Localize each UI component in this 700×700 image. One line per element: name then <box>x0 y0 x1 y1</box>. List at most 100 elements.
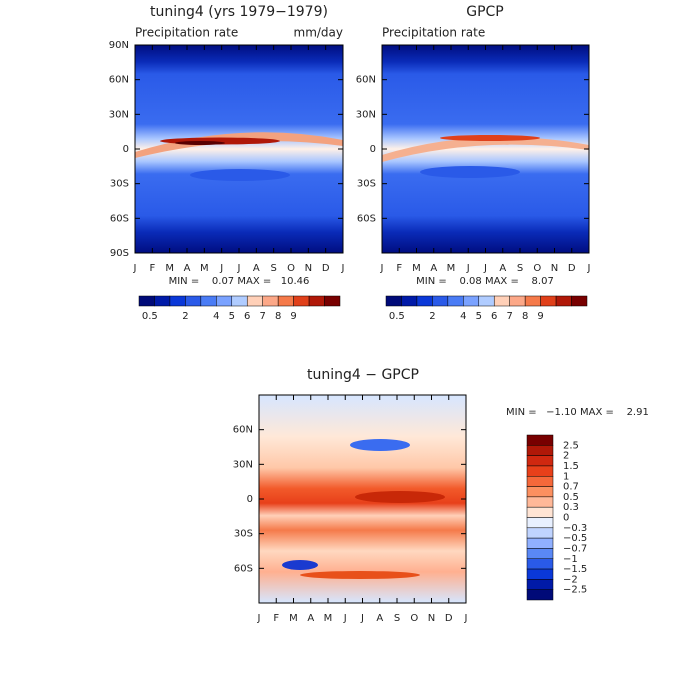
y-tick-label: 60S <box>357 213 376 224</box>
x-tick-label: J <box>237 263 241 274</box>
colorbar-box <box>509 295 526 307</box>
colorbar-label: −2.5 <box>563 585 587 596</box>
colorbar-label: 0.5 <box>563 492 579 503</box>
colorbar-label: 2 <box>182 311 188 322</box>
colorbar-box <box>231 295 248 307</box>
colorbar-box <box>293 295 310 307</box>
colorbar-box <box>526 558 554 570</box>
colorbar-box <box>526 486 554 498</box>
x-tick-label: O <box>533 263 541 274</box>
x-tick-label: J <box>341 263 345 274</box>
colorbar-label: 8 <box>275 311 281 322</box>
x-tick-label: O <box>410 613 418 624</box>
colorbar-box <box>526 579 554 590</box>
y-tick-label: 60N <box>233 425 253 436</box>
y-tick-label: 60S <box>110 213 129 224</box>
colorbar-label: 7 <box>260 311 266 322</box>
colorbar-label: 7 <box>507 311 513 322</box>
x-tick-label: J <box>587 263 591 274</box>
y-tick-label: 60S <box>234 563 253 574</box>
x-tick-label: O <box>287 263 295 274</box>
y-tick-label: 0 <box>123 144 129 155</box>
x-tick-label: D <box>568 263 576 274</box>
colorbar-box <box>526 527 554 539</box>
x-tick-label: J <box>483 263 487 274</box>
title: tuning4 (yrs 1979−1979) <box>150 4 328 20</box>
colorbar-label: 0.5 <box>142 311 158 322</box>
min-max: MIN = 0.07 MAX = 10.46 <box>169 276 310 287</box>
colorbar-label: 5 <box>476 311 482 322</box>
y-tick-label: 0 <box>247 494 253 505</box>
x-tick-label: A <box>184 263 191 274</box>
colorbar-label: 1.5 <box>563 461 579 472</box>
colorbar-box <box>526 506 554 518</box>
x-tick-label: D <box>322 263 330 274</box>
y-tick-label: 30S <box>234 529 253 540</box>
x-tick-label: A <box>253 263 260 274</box>
y-tick-label: 90S <box>110 248 129 259</box>
colorbar-box <box>154 295 171 307</box>
colorbar-label: 4 <box>460 311 466 322</box>
y-tick-label: 30S <box>357 179 376 190</box>
title: GPCP <box>466 4 504 20</box>
x-tick-label: M <box>200 263 209 274</box>
colorbar-label: 0.3 <box>563 502 579 513</box>
x-tick-label: M <box>447 263 456 274</box>
colorbar-label: 0 <box>563 513 569 524</box>
field-difference <box>259 395 466 603</box>
colorbar-label: 2.5 <box>563 440 579 451</box>
colorbar-box <box>493 295 510 307</box>
colorbar-box <box>526 517 554 529</box>
y-tick-label: 60N <box>356 75 376 86</box>
colorbar-box <box>555 295 572 307</box>
colorbar-box <box>277 295 294 307</box>
x-tick-label: N <box>305 263 312 274</box>
x-tick-label: J <box>360 613 364 624</box>
colorbar-box <box>216 295 233 307</box>
min-max: MIN = −1.10 MAX = 2.91 <box>506 407 649 418</box>
x-tick-label: F <box>396 263 402 274</box>
colorbar-box <box>526 589 554 601</box>
x-tick-label: J <box>133 263 137 274</box>
x-tick-label: A <box>307 613 314 624</box>
colorbar-box <box>308 295 325 307</box>
x-tick-label: N <box>428 613 435 624</box>
x-tick-label: J <box>380 263 384 274</box>
colorbar-box <box>571 295 588 307</box>
colorbar-box <box>200 295 217 307</box>
colorbar-label: 9 <box>537 311 543 322</box>
colorbar-label: −1.5 <box>563 564 587 575</box>
colorbar-label: −0.3 <box>563 523 587 534</box>
colorbar-box <box>526 465 554 477</box>
y-tick-label: 0 <box>370 144 376 155</box>
colorbar-box <box>447 295 464 307</box>
colorbar-box <box>526 568 554 580</box>
x-tick-label: A <box>430 263 437 274</box>
colorbar-label: −0.7 <box>563 543 587 554</box>
x-tick-label: M <box>324 613 333 624</box>
units: mm/day <box>294 26 344 40</box>
x-tick-label: F <box>149 263 155 274</box>
colorbar-label: 9 <box>290 311 296 322</box>
colorbar-box <box>432 295 449 307</box>
x-tick-label: J <box>257 613 261 624</box>
colorbar-box <box>169 295 186 307</box>
x-tick-label: D <box>445 613 453 624</box>
colorbar-label: 6 <box>244 311 250 322</box>
colorbar-label: 2 <box>563 451 569 462</box>
colorbar-label: 6 <box>491 311 497 322</box>
colorbar-box <box>185 295 202 307</box>
x-tick-label: A <box>376 613 383 624</box>
colorbar-box <box>526 434 554 446</box>
colorbar-label: 5 <box>229 311 235 322</box>
x-tick-label: A <box>499 263 506 274</box>
x-tick-label: F <box>273 613 279 624</box>
colorbar-label: 0.5 <box>389 311 405 322</box>
colorbar-box <box>478 295 495 307</box>
field-obs <box>382 45 589 253</box>
colorbar-box <box>463 295 480 307</box>
subtitle: Precipitation rate <box>135 26 238 40</box>
x-tick-label: S <box>394 613 400 624</box>
y-tick-label: 30N <box>356 109 376 120</box>
colorbar-box <box>401 295 418 307</box>
